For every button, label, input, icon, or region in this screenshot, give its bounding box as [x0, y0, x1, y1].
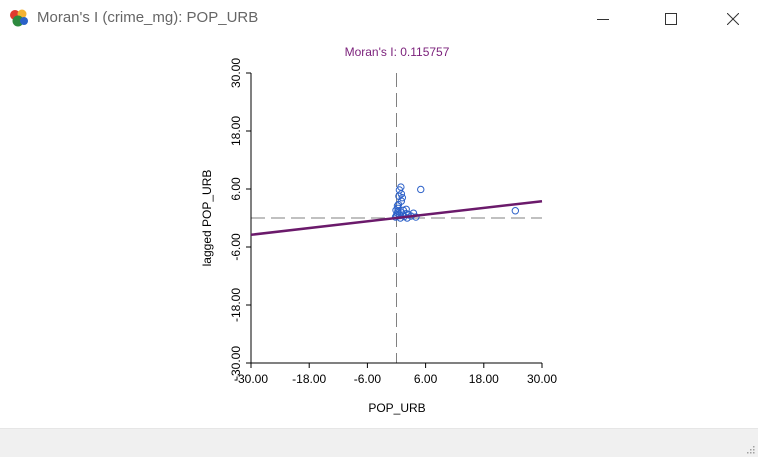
close-icon: [727, 13, 739, 25]
data-point[interactable]: [417, 185, 425, 194]
regression-line: [250, 199, 543, 237]
minimize-button[interactable]: [580, 0, 626, 38]
y-tick-label: 6.00: [229, 177, 243, 201]
data-point[interactable]: [393, 202, 402, 210]
x-tick-label: -6.00: [354, 372, 382, 386]
maximize-icon: [665, 13, 677, 25]
moran-scatter-plot[interactable]: Moran's I: 0.115757 -30.00 -18.00 -6.00 6.0…: [0, 38, 758, 428]
plot-canvas[interactable]: Moran's I: 0.115757 -30.00 -18.00 -6.00 6.0…: [0, 38, 758, 428]
x-tick-label: 30.00: [527, 372, 557, 386]
geoda-app-icon: [10, 9, 28, 27]
status-bar: [0, 428, 758, 457]
data-point[interactable]: [394, 207, 402, 215]
y-axis-ticks: -30.00 -18.00 -6.00 6.00 18.00 30.00: [229, 58, 251, 380]
data-point[interactable]: [393, 212, 401, 220]
maximize-button[interactable]: [648, 0, 694, 38]
data-point[interactable]: [511, 207, 520, 215]
x-tick-label: 18.00: [469, 372, 499, 386]
x-axis-label: POP_URB: [368, 401, 425, 415]
y-tick-label: 30.00: [229, 58, 243, 88]
y-tick-label: -18.00: [229, 288, 243, 322]
y-tick-label: -6.00: [229, 233, 243, 261]
data-point[interactable]: [397, 183, 405, 191]
data-point[interactable]: [398, 194, 407, 202]
data-points[interactable]: [391, 183, 520, 222]
y-tick-label: 18.00: [229, 116, 243, 146]
chart-title: Moran's I: 0.115757: [345, 45, 450, 59]
x-tick-label: 6.00: [414, 372, 438, 386]
close-button[interactable]: [710, 0, 756, 38]
x-axis-ticks: -30.00 -18.00 -6.00 6.00 18.00 30.00: [234, 363, 557, 386]
window-title: Moran's I (crime_mg): POP_URB: [37, 9, 259, 26]
x-tick-label: -18.00: [292, 372, 326, 386]
y-tick-label: -30.00: [229, 346, 243, 380]
x-tick-label: -30.00: [234, 372, 268, 386]
title-bar[interactable]: Moran's I (crime_mg): POP_URB: [0, 0, 758, 38]
resize-grip-icon[interactable]: [745, 444, 755, 454]
minimize-icon: [597, 19, 609, 20]
axes: [250, 73, 542, 364]
y-axis-label: lagged POP_URB: [200, 170, 214, 267]
